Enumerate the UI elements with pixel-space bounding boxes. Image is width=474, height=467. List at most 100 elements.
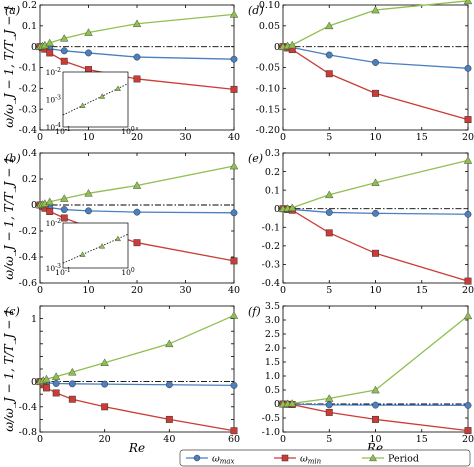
data-point-omega_max [230, 209, 238, 217]
x-tick-label: 10 [82, 285, 94, 296]
legend-label-period: Period [388, 454, 419, 465]
data-point-omega_max [464, 210, 472, 218]
data-point-omega_min [101, 403, 109, 411]
data-point-omega_max [85, 207, 92, 215]
legend-label-omega_min: ωmin [300, 454, 322, 466]
y-tick-label: 0.2 [22, 0, 37, 11]
series-line-period [39, 13, 235, 48]
data-point-period [229, 10, 239, 18]
inset-data-point [114, 85, 121, 91]
y-tick-label: -0.8 [19, 427, 37, 438]
legend-box [179, 449, 471, 467]
data-point-omega_max [52, 380, 60, 387]
data-point-omega_min [133, 239, 141, 247]
x-tick-label: 10 [369, 132, 381, 143]
y-axis-label: ω/ω_J − 1, T/T_J − 1 [2, 308, 16, 432]
panel-label: (c) [5, 305, 20, 318]
y-tick-label: -0.3 [19, 104, 37, 115]
x-tick-label: 0 [37, 434, 43, 445]
data-point-period [371, 5, 380, 14]
inset-y-tick-label: 10-3 [46, 95, 62, 105]
data-point-omega_max [165, 381, 173, 389]
data-point-period [60, 34, 69, 42]
inset-data-point [79, 102, 86, 108]
x-tick-label: 5 [326, 434, 332, 445]
data-point-omega_min [60, 57, 68, 65]
y-tick-label: 0.1 [265, 185, 280, 196]
data-point-omega_min [52, 389, 60, 397]
x-tick-label: 20 [462, 434, 474, 445]
data-point-period [463, 0, 473, 5]
data-point-omega_min [133, 75, 141, 83]
data-point-period [229, 311, 239, 319]
y-tick-label: 0.2 [265, 167, 280, 178]
data-point-omega_max [372, 401, 379, 409]
data-point-omega_max [230, 55, 238, 63]
y-tick-label: -1.0 [262, 427, 280, 438]
inset-y-tick-label: 10-3 [46, 263, 62, 273]
data-point-period [463, 311, 473, 320]
y-axis-label: ω/ω_J − 1, T/T_J − 1 [2, 4, 16, 128]
data-point-period [325, 394, 334, 402]
inset-data-point [99, 243, 106, 249]
data-point-period [84, 28, 93, 36]
data-point-omega_max [68, 380, 76, 388]
y-tick-label: 1.5 [265, 357, 280, 368]
data-point-omega_max [325, 208, 333, 216]
x-tick-label: 10 [82, 132, 94, 143]
y-tick-label: -0.05 [256, 63, 280, 74]
inset-x-tick-label: 100 [121, 126, 135, 136]
y-tick-label: 0.2 [22, 174, 37, 185]
plot-frame [282, 305, 469, 433]
y-tick-label: -0.2 [19, 226, 37, 237]
inset-x-tick-label: 100 [121, 267, 135, 277]
panel-f: 0 5 10 15 203.53.02.52.01.51.00.50-0.5-1.0(f… [248, 301, 474, 445]
y-tick-label: 2.0 [265, 343, 280, 354]
y-axis-label: ω/ω_J − 1, T/T_J − 1 [2, 156, 16, 280]
legend-label-omega_max: ωmax [212, 454, 235, 466]
panel-label: (f) [248, 305, 261, 318]
data-point-omega_min [372, 249, 379, 257]
y-tick-label: -0.15 [256, 104, 280, 115]
y-tick-label: -0.2 [262, 241, 280, 252]
x-tick-label: 60 [228, 434, 240, 445]
data-point-period [288, 203, 297, 212]
x-tick-label: 40 [228, 132, 240, 143]
data-point-period [100, 358, 109, 366]
x-tick-label: 20 [462, 285, 474, 296]
data-point-period [325, 21, 334, 30]
data-point-omega_max [372, 59, 379, 66]
data-point-omega_max [133, 53, 141, 61]
x-tick-label: 30 [179, 132, 191, 143]
panel-label: (a) [5, 4, 20, 17]
y-tick-label: -0.3 [262, 260, 280, 271]
y-tick-label: -0.4 [19, 252, 37, 263]
data-point-omega_max [85, 49, 92, 57]
y-tick-label: 0 [31, 42, 37, 53]
y-tick-label: 0 [31, 377, 37, 388]
inset-data-point [99, 93, 106, 99]
x-tick-label: 15 [416, 285, 428, 296]
data-point-period [371, 385, 380, 394]
data-point-period [84, 189, 93, 197]
data-point-period [229, 161, 239, 170]
x-tick-label: 0 [37, 132, 43, 143]
data-point-omega_min [43, 384, 50, 392]
data-point-period [51, 372, 61, 380]
y-tick-label: -0.4 [19, 125, 37, 136]
data-point-omega_max [230, 381, 238, 389]
data-point-omega_min [372, 415, 379, 423]
y-tick-label: -0.4 [262, 278, 280, 289]
data-point-period [42, 374, 51, 383]
data-point-period [68, 367, 77, 376]
x-tick-label: 20 [131, 132, 143, 143]
y-tick-label: 0 [274, 204, 280, 215]
x-tick-label: 10 [369, 285, 381, 296]
data-point-omega_max [60, 47, 68, 55]
y-tick-label: 1 [31, 314, 37, 325]
data-point-omega_min [230, 257, 238, 265]
y-tick-label: 0.4 [22, 148, 37, 159]
legend-marker-omega_max [193, 454, 201, 462]
series-line-omega_min [282, 208, 469, 282]
legend-marker-period [369, 453, 377, 462]
